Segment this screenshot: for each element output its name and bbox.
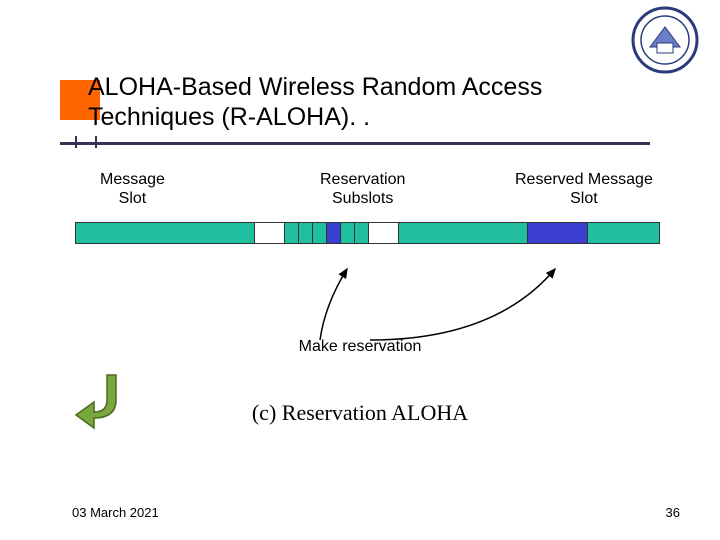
slot-segment [255,223,285,243]
slot-segment [399,223,529,243]
diagram-labels: MessageSlot ReservationSubslots Reserved… [75,170,660,222]
label-reserved-message-slot: Reserved MessageSlot [515,170,653,208]
slot-segment [528,223,588,243]
slide-title-block: ALOHA-Based Wireless Random Access Techn… [60,72,660,132]
slot-bar [75,222,660,244]
slide-title: ALOHA-Based Wireless Random Access Techn… [60,72,660,132]
slot-segment [313,223,327,243]
title-tick [95,136,97,148]
title-tick [75,136,77,148]
slot-segment [327,223,341,243]
raloha-diagram: MessageSlot ReservationSubslots Reserved… [75,170,660,244]
slot-segment [369,223,399,243]
label-reservation-subslots: ReservationSubslots [320,170,405,208]
callout-make-reservation: Make reservation [0,338,720,356]
slot-segment [588,223,659,243]
title-underline [60,142,650,145]
slot-segment [299,223,313,243]
slot-segment [341,223,355,243]
slot-segment [355,223,369,243]
footer-page-number: 36 [666,505,680,520]
slot-segment [76,223,255,243]
label-message-slot: MessageSlot [100,170,165,208]
return-arrow-icon [72,370,122,430]
footer-date: 03 March 2021 [72,505,159,520]
slot-segment [285,223,299,243]
institution-logo [630,5,700,75]
